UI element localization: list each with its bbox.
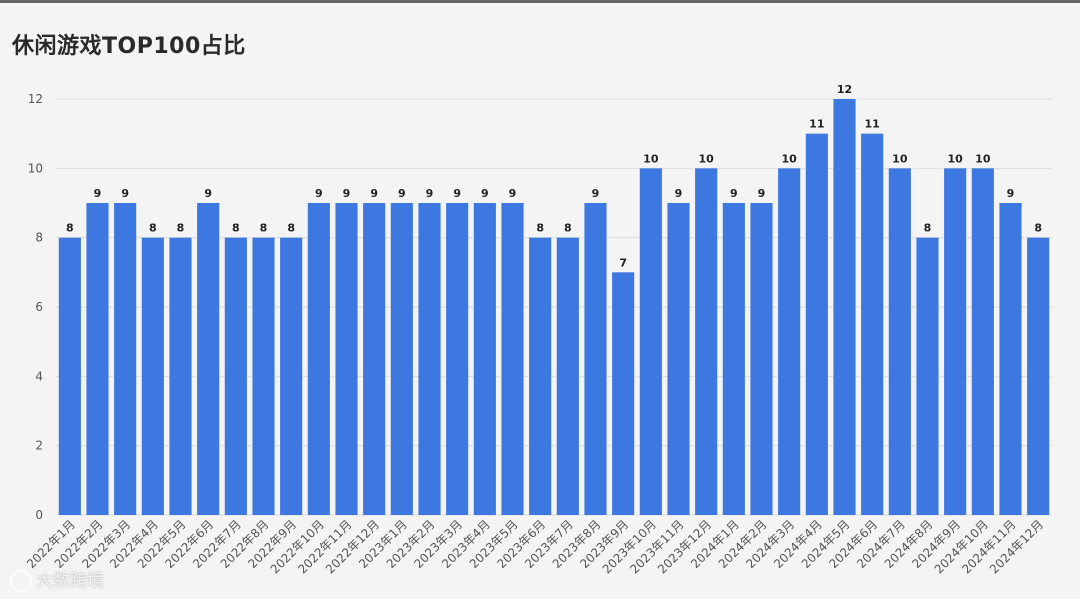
data-label: 9 <box>204 187 212 200</box>
y-tick-label: 0 <box>35 508 43 522</box>
bar <box>1027 237 1050 515</box>
watermark: 大数跨境 <box>10 566 104 592</box>
data-label: 10 <box>892 152 908 165</box>
bar <box>390 203 413 515</box>
data-label: 10 <box>699 152 715 165</box>
bar <box>556 237 579 515</box>
bar <box>224 237 247 515</box>
bar <box>418 203 441 515</box>
grid-lines <box>56 98 1052 516</box>
data-label: 11 <box>865 118 880 131</box>
bar <box>86 203 109 515</box>
chart-title: 休闲游戏TOP100占比 <box>12 34 246 59</box>
bar <box>529 237 552 515</box>
y-tick-label: 2 <box>35 439 43 453</box>
data-label: 10 <box>643 152 659 165</box>
bar <box>197 203 220 515</box>
bar <box>141 237 164 515</box>
data-label: 9 <box>94 187 102 200</box>
bar <box>280 237 303 515</box>
bar <box>169 237 192 515</box>
data-label: 9 <box>315 187 323 200</box>
bar <box>722 203 745 515</box>
data-label: 8 <box>287 222 295 235</box>
data-label: 9 <box>453 187 461 200</box>
data-label: 9 <box>509 187 517 200</box>
bar <box>695 168 718 516</box>
y-tick-label: 12 <box>28 92 43 106</box>
bar <box>971 168 994 516</box>
bar <box>114 203 137 515</box>
data-label: 8 <box>177 222 185 235</box>
y-tick-label: 8 <box>35 231 43 245</box>
data-label: 12 <box>837 83 852 96</box>
data-label: 9 <box>730 187 738 200</box>
bar <box>750 203 773 515</box>
bar <box>833 99 856 515</box>
data-label: 11 <box>809 118 824 131</box>
bar <box>778 168 801 516</box>
data-label: 8 <box>149 222 157 235</box>
data-label: 9 <box>370 187 378 200</box>
y-tick-label: 6 <box>35 300 43 314</box>
data-label: 8 <box>232 222 240 235</box>
top-border <box>0 0 1080 3</box>
bar <box>805 133 828 515</box>
x-axis-ticks: 2022年1月2022年2月2022年3月2022年4月2022年5月2022年… <box>24 517 1046 576</box>
bar <box>916 237 939 515</box>
data-label: 8 <box>536 222 544 235</box>
data-labels: 8 9 9 8 8 9 8 8 8 9 9 9 9 9 9 9 9 8 8 9 7 10 9 10 9 9 10 11 12 11 10 8 1… <box>66 83 1042 269</box>
bar <box>861 133 884 515</box>
y-tick-label: 10 <box>28 161 43 175</box>
y-tick-label: 4 <box>35 369 43 383</box>
y-axis-ticks: 0 2 4 6 8 10 12 <box>28 92 43 522</box>
bar <box>307 203 330 515</box>
data-label: 9 <box>121 187 129 200</box>
data-label: 8 <box>260 222 268 235</box>
bars <box>58 99 1050 516</box>
bar <box>612 272 635 515</box>
data-label: 9 <box>426 187 434 200</box>
bar <box>944 168 967 516</box>
bar <box>473 203 496 515</box>
data-label: 8 <box>564 222 572 235</box>
data-label: 9 <box>592 187 600 200</box>
bar <box>363 203 386 515</box>
bar <box>252 237 275 515</box>
bar <box>639 168 662 516</box>
data-label: 8 <box>924 222 932 235</box>
bar <box>888 168 911 516</box>
bar <box>58 237 81 515</box>
bar <box>667 203 690 515</box>
data-label: 9 <box>398 187 406 200</box>
data-label: 7 <box>619 256 627 269</box>
bar <box>501 203 524 515</box>
bar <box>446 203 469 515</box>
data-label: 10 <box>948 152 964 165</box>
data-label: 9 <box>1007 187 1015 200</box>
data-label: 9 <box>758 187 766 200</box>
data-label: 8 <box>1034 222 1042 235</box>
data-label: 8 <box>66 222 74 235</box>
bar <box>335 203 358 515</box>
data-label: 9 <box>481 187 489 200</box>
watermark-logo-icon <box>10 570 32 592</box>
data-label: 10 <box>782 152 798 165</box>
data-label: 9 <box>343 187 351 200</box>
data-label: 10 <box>975 152 991 165</box>
watermark-text: 大数跨境 <box>36 571 104 591</box>
bar <box>584 203 607 515</box>
data-label: 9 <box>675 187 683 200</box>
bar <box>999 203 1022 515</box>
